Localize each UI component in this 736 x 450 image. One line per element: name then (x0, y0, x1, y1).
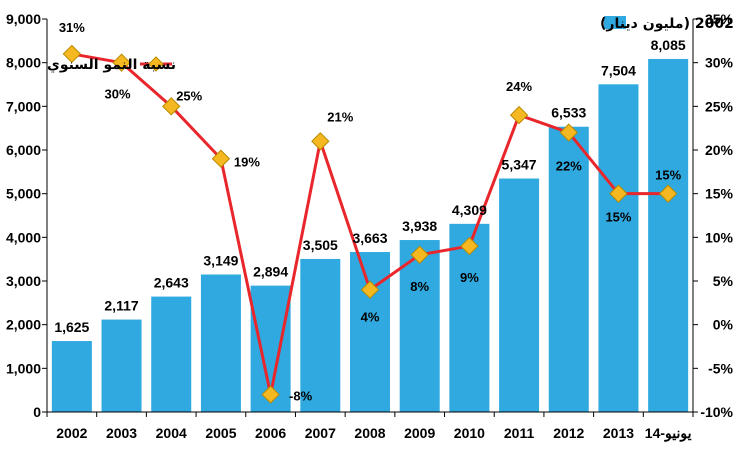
x-tick-label: 2004 (156, 425, 187, 441)
growth-marker (509, 105, 529, 125)
y-right-tick-label: 25% (705, 98, 734, 114)
growth-value-label: 21% (327, 109, 353, 124)
bar-12 (648, 58, 689, 413)
bar-value-label: 6,533 (551, 105, 586, 121)
legend-line-marker (148, 56, 164, 72)
legend-bar-label: تطور ودائع تحت الطلب لدى البنوك الكويتية… (600, 16, 736, 32)
y-right-tick-label: 30% (705, 55, 734, 71)
bar-value-label: 8,085 (651, 37, 686, 53)
x-tick-label: 2005 (205, 425, 236, 441)
legend-bar-swatch (604, 16, 626, 29)
growth-marker (609, 184, 628, 203)
legend: تطور ودائع تحت الطلب لدى البنوك الكويتية… (47, 16, 736, 74)
bar-value-label: 3,938 (402, 218, 437, 234)
y-left-tick-label: 9,000 (6, 11, 41, 27)
bar-6 (350, 252, 390, 412)
growth-value-label: 25% (176, 88, 202, 103)
x-tick-label: 2008 (354, 425, 385, 441)
growth-value-label: -8% (289, 389, 313, 404)
y-left-tick-label: 7,000 (6, 98, 41, 114)
growth-marker (112, 53, 131, 72)
bar-2 (151, 296, 192, 412)
y-right-tick-label: -10% (700, 404, 733, 420)
bar-value-label: 3,663 (352, 230, 387, 246)
y-left-tick-label: 8,000 (6, 55, 41, 71)
growth-marker (311, 132, 330, 151)
growth-value-label: 15% (605, 210, 631, 225)
y-right-tick-label: -5% (708, 360, 733, 376)
growth-value-label: 22% (556, 159, 582, 174)
growth-marker (211, 149, 231, 168)
bar-1 (101, 319, 142, 412)
growth-value-label: 15% (655, 168, 681, 183)
y-right-tick-label: 10% (705, 229, 734, 245)
bar-value-label: 3,149 (203, 252, 238, 268)
x-tick-label: 2003 (106, 425, 137, 441)
growth-marker (162, 97, 181, 116)
y-left-tick-label: 4,000 (6, 229, 41, 245)
x-tick-label: 2013 (603, 425, 634, 441)
growth-marker (261, 385, 280, 404)
growth-marker (460, 236, 479, 256)
growth-value-label: 31% (59, 20, 85, 35)
x-tick-label: 2009 (404, 425, 435, 441)
growth-marker (360, 280, 380, 299)
bar-value-label: 4,309 (452, 202, 487, 218)
x-tick-label: 2011 (504, 425, 535, 441)
bar-value-label: 3,505 (303, 237, 338, 253)
y-left-tick-label: 1,000 (6, 360, 41, 376)
bar-value-label: 2,117 (104, 298, 138, 314)
bar-value-label: 7,504 (601, 62, 636, 78)
growth-marker (658, 184, 678, 203)
bar-9 (499, 178, 540, 412)
bar-5 (300, 258, 341, 412)
bar-11 (598, 84, 639, 413)
growth-value-label: 8% (410, 279, 429, 294)
growth-value-label: 4% (361, 310, 380, 325)
bar-value-label: 1,625 (54, 319, 89, 335)
y-right-tick-label: 20% (705, 142, 734, 158)
y-left-tick-label: 3,000 (6, 273, 41, 289)
bar-value-label: 2,894 (253, 264, 288, 280)
bar-7 (399, 240, 440, 412)
x-tick-label: 2012 (553, 425, 584, 441)
bar-10 (548, 126, 589, 412)
y-left-tick-label: 5,000 (6, 186, 41, 202)
growth-marker (559, 123, 578, 142)
y-right-tick-label: 35% (705, 11, 734, 27)
axes-layer: 0 1,000 2,000 3,000 4,000 5,000 6,000 7,000 8,00… (6, 11, 734, 442)
growth-value-label: 19% (234, 155, 260, 170)
y-right-tick-label: 5% (713, 273, 734, 289)
y-left-tick-label: 6,000 (6, 142, 41, 158)
x-tick-label: 2002 (56, 425, 87, 441)
growth-value-label: 24% (506, 79, 532, 94)
y-left-tick-label: 0 (33, 404, 41, 420)
y-right-tick-label: 0% (713, 317, 734, 333)
y-right-tick-label: 15% (705, 186, 734, 202)
legend-line-label: نسبة النمو السنوي (47, 57, 176, 74)
y-left-tick-label: 2,000 (6, 317, 41, 333)
growth-value-label: 30% (105, 87, 131, 102)
x-tick-label: 2006 (255, 425, 286, 441)
labels-layer: 1,625 2,117 2,643 3,149 2,894 3,505 3,663 3,938… (54, 20, 686, 404)
x-tick-label: 2010 (454, 425, 485, 441)
bar-3 (200, 274, 241, 412)
growth-value-label: 9% (460, 270, 479, 285)
bar-value-label: 2,643 (154, 275, 189, 291)
x-tick-label: يونيو-14 (645, 425, 692, 442)
bar-0 (51, 341, 92, 412)
growth-marker (62, 44, 82, 64)
x-tick-label: 2007 (305, 425, 336, 441)
growth-line-layer (62, 44, 678, 404)
growth-marker (410, 245, 429, 264)
bar-value-label: 5,347 (502, 157, 537, 173)
